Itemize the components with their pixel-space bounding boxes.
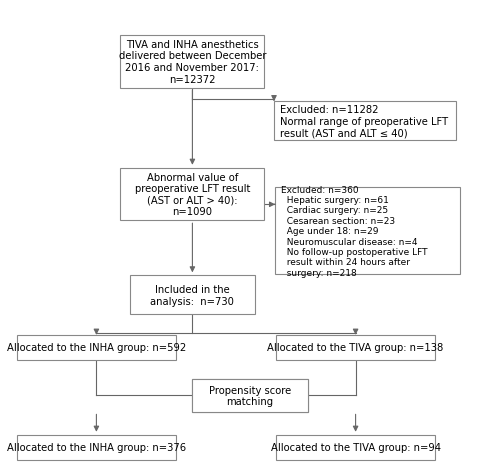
FancyBboxPatch shape [276, 335, 435, 360]
Text: Excluded: n=360
  Hepatic surgery: n=61
  Cardiac surgery: n=25
  Cesarean secti: Excluded: n=360 Hepatic surgery: n=61 Ca… [281, 185, 428, 277]
FancyBboxPatch shape [192, 380, 308, 412]
FancyBboxPatch shape [17, 435, 175, 460]
FancyBboxPatch shape [17, 335, 175, 360]
Text: Abnormal value of
preoperative LFT result
(AST or ALT > 40):
n=1090: Abnormal value of preoperative LFT resul… [134, 172, 250, 217]
Text: Excluded: n=11282
Normal range of preoperative LFT
result (AST and ALT ≤ 40): Excluded: n=11282 Normal range of preope… [280, 105, 448, 138]
Text: TIVA and INHA anesthetics
delivered between December
2016 and November 2017:
n=1: TIVA and INHA anesthetics delivered betw… [118, 40, 266, 84]
FancyBboxPatch shape [274, 102, 456, 141]
FancyBboxPatch shape [120, 36, 264, 89]
Text: Allocated to the TIVA group: n=94: Allocated to the TIVA group: n=94 [270, 442, 440, 452]
Text: Allocated to the INHA group: n=376: Allocated to the INHA group: n=376 [7, 442, 186, 452]
Text: Propensity score
matching: Propensity score matching [209, 385, 291, 407]
Text: Allocated to the TIVA group: n=138: Allocated to the TIVA group: n=138 [268, 343, 444, 353]
FancyBboxPatch shape [275, 188, 460, 275]
FancyBboxPatch shape [192, 380, 308, 412]
Text: Allocated to the INHA group: n=592: Allocated to the INHA group: n=592 [7, 343, 186, 353]
FancyBboxPatch shape [276, 435, 435, 460]
Text: Included in the
analysis:  n=730: Included in the analysis: n=730 [150, 284, 234, 306]
Text: Propensity score
matching: Propensity score matching [209, 385, 291, 407]
FancyBboxPatch shape [120, 169, 264, 221]
FancyBboxPatch shape [130, 276, 255, 315]
